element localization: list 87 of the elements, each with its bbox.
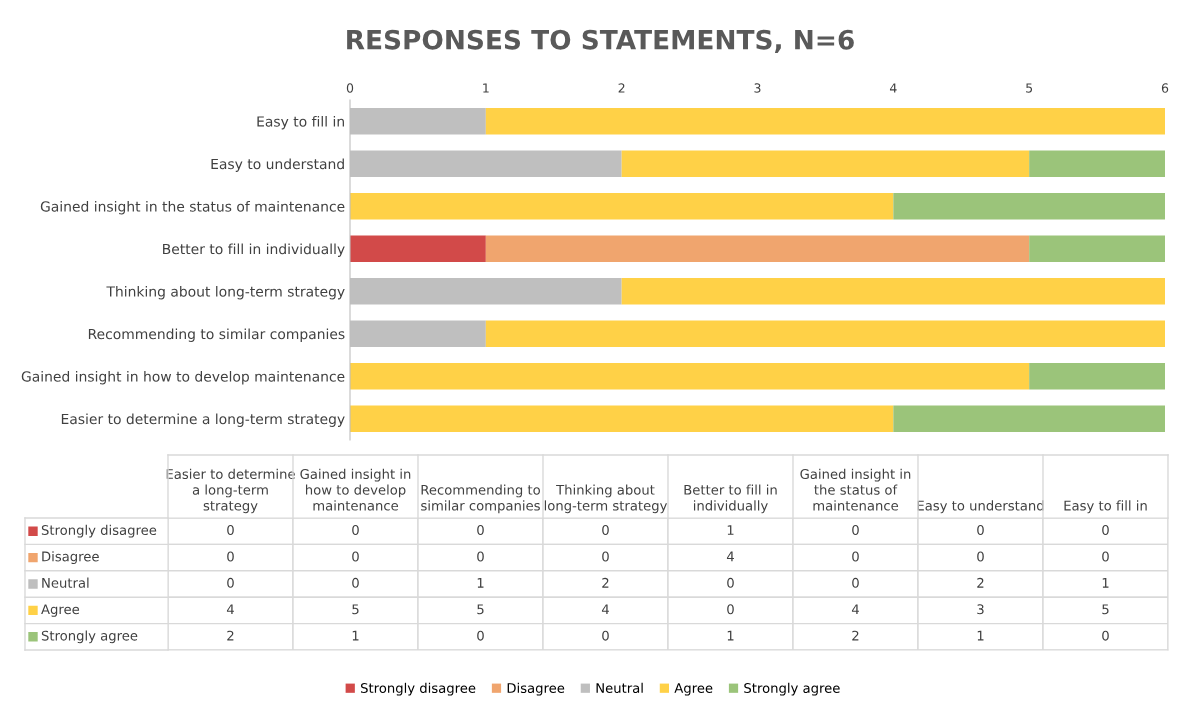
data-label: 0	[602, 525, 609, 536]
data-label: 0	[477, 630, 484, 641]
legend-label: Agree	[674, 683, 713, 696]
data-label: 3	[977, 604, 984, 615]
data-label: 0	[227, 551, 234, 562]
data-label: 0	[352, 577, 359, 588]
chart-title: RESPONSES TO STATEMENTS, N=6	[347, 29, 854, 54]
y-tick-label: Neutral	[42, 577, 89, 588]
y-tick-label: Recommending to similar companies	[88, 328, 345, 342]
bar	[1029, 363, 1165, 390]
bar	[1029, 235, 1165, 262]
data-label: 2	[227, 630, 234, 641]
data-label: 0	[227, 577, 234, 588]
bar	[350, 235, 486, 262]
data-label: 0	[352, 525, 359, 536]
data-label: 0	[1102, 630, 1109, 641]
y-tick-label: Better to fill in individually	[163, 243, 345, 257]
x-tick-label: Easy to understand	[917, 500, 1044, 514]
data-label: 0	[1102, 525, 1109, 536]
bar	[621, 278, 1165, 305]
data-label: 4	[601, 604, 609, 615]
y-tick-label: Agree	[41, 604, 80, 617]
data-label: 2	[852, 630, 859, 641]
data-label: 0	[602, 551, 609, 562]
y-tick-label: Strongly agree	[41, 630, 138, 644]
x-tick-label: 4	[889, 83, 897, 93]
data-label: 1	[352, 630, 359, 641]
legend-label: Disagree	[507, 682, 565, 696]
y-tick-label: Easy to fill in	[257, 115, 344, 130]
bar	[350, 363, 1030, 390]
data-label: 5	[352, 604, 359, 615]
data-label: 0	[727, 604, 734, 615]
y-tick-label: Strongly disagree	[41, 524, 157, 538]
bar	[485, 108, 1165, 135]
x-tick-label: Recommending to similar companies	[421, 484, 540, 514]
data-label: 5	[477, 604, 484, 615]
x-tick-label: 2	[618, 83, 625, 93]
data-label: 0	[727, 577, 734, 588]
y-tick-label: Gained insight in how to develop maintenance	[21, 370, 345, 385]
bar	[621, 150, 1030, 177]
data-label: 0	[1102, 551, 1109, 562]
bar	[1029, 150, 1165, 177]
data-label: 0	[977, 525, 984, 536]
data-label: 1	[727, 525, 734, 535]
data-label: 0	[852, 525, 859, 536]
x-tick-label: Gained insight in how to develop maintenance	[300, 468, 411, 511]
y-tick-label: Easy to understand	[211, 158, 344, 172]
data-label: 1	[727, 630, 734, 641]
x-tick-label: Easy to fill in	[1064, 500, 1147, 514]
y-tick-label: Thinking about long-term strategy	[106, 285, 345, 300]
data-label: 0	[977, 551, 984, 562]
data-label: 0	[602, 630, 609, 641]
x-tick-label: 1	[483, 83, 489, 93]
data-label: 4	[726, 551, 734, 562]
y-tick-label: Gained insight in the status of maintenance	[40, 200, 345, 215]
data-label: 0	[352, 551, 359, 562]
data-label: 2	[977, 577, 984, 588]
data-label: 2	[602, 577, 609, 588]
x-tick-label: 3	[754, 83, 761, 93]
data-label: 1	[1102, 578, 1109, 588]
x-tick-label: 0	[346, 83, 354, 93]
data-label: 1	[977, 630, 984, 641]
x-tick-label: Gained insight in the status of maintenance	[800, 468, 911, 511]
x-tick-label: Thinking about long-term strategy	[544, 484, 668, 514]
data-label: 0	[477, 551, 484, 562]
data-label: 0	[852, 577, 859, 588]
bar	[350, 193, 894, 220]
y-tick-label: Disagree	[42, 551, 99, 564]
bar	[485, 320, 1165, 347]
data-label: 1	[477, 578, 484, 588]
legend-label: Neutral	[596, 682, 643, 694]
x-tick-label: 6	[1161, 83, 1169, 93]
data-label: 4	[226, 604, 234, 615]
bar	[893, 193, 1165, 220]
y-tick-label: Easier to determine a long-term strategy	[61, 413, 345, 427]
bar	[893, 405, 1165, 432]
data-label: 0	[477, 525, 484, 536]
data-label: 0	[852, 551, 859, 562]
legend-label: Strongly agree	[744, 682, 840, 696]
x-tick-label: 5	[1026, 83, 1033, 93]
data-label: 5	[1102, 604, 1109, 615]
data-label: 0	[227, 525, 234, 536]
data-label: 4	[851, 604, 859, 615]
bar	[485, 235, 1030, 262]
legend-label: Strongly disagree	[361, 682, 476, 696]
x-tick-label: Better to fill in individually	[684, 484, 777, 514]
bar	[350, 405, 894, 432]
